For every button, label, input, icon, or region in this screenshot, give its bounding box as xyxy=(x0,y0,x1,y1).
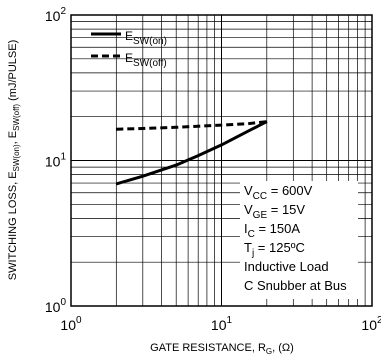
y-tick-label: 101 xyxy=(45,152,67,170)
x-tick-label: 100 xyxy=(60,315,82,333)
condition-line: Tj = 125ºC xyxy=(244,240,305,259)
plot-frame xyxy=(70,14,373,307)
x-tick-label: 101 xyxy=(211,315,233,333)
legend-entry-sw-on: ESW(on) xyxy=(125,29,167,47)
series-line-sw-on xyxy=(115,120,268,186)
conditions-box xyxy=(240,181,358,299)
condition-line: Inductive Load xyxy=(244,259,329,274)
y-tick-label: 102 xyxy=(45,6,67,24)
y-axis-label: SWITCHING LOSS, ESW(on), ESW(off) (mJ/PU… xyxy=(7,40,21,281)
series-line-sw-off xyxy=(116,120,267,131)
tick-labels: 100 101 102 100 101 102 xyxy=(45,6,381,333)
condition-line: VGE = 15V xyxy=(244,202,305,221)
y-tick-label: 100 xyxy=(45,297,67,315)
condition-line: C Snubber at Bus xyxy=(244,278,347,293)
series-lines xyxy=(115,120,268,186)
condition-line: IC = 150A xyxy=(244,221,300,240)
x-axis-label: GATE RESISTANCE, RG, (Ω) xyxy=(150,342,294,356)
condition-line: VCC = 600V xyxy=(244,183,313,202)
legend: ESW(on) ESW(off) xyxy=(91,29,167,69)
legend-entry-sw-off: ESW(off) xyxy=(125,51,167,69)
x-tick-label: 102 xyxy=(361,315,381,333)
